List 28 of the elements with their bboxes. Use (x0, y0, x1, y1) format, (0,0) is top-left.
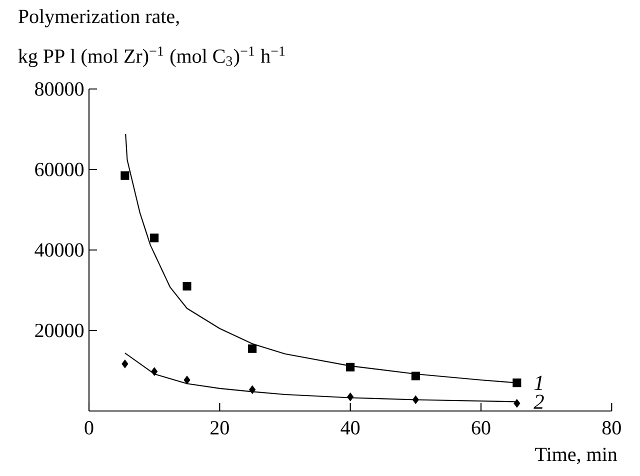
series-label: 2 (534, 394, 544, 409)
series-label: 1 (534, 376, 542, 390)
point (346, 362, 355, 372)
chart-title: Polymerization rate, (18, 9, 179, 28)
x-tick-label: 80 (602, 421, 621, 435)
y-tick-label: 60000 (35, 162, 84, 176)
point (347, 392, 354, 402)
x-tick-label: 40 (340, 421, 360, 435)
y-tick-label: 40000 (34, 243, 84, 257)
point (248, 344, 257, 353)
point (122, 360, 128, 368)
y-tick-label: 80000 (35, 82, 84, 96)
point (514, 399, 520, 408)
x-tick-label: 20 (210, 421, 229, 435)
point (120, 171, 130, 180)
y-axis-title: kg PP l (mol Zr)$^{−1}$ (mol C$_{3}$)$^{−1}$ h$^{−1}$ (18, 46, 285, 68)
point (184, 376, 190, 384)
x-tick-label: 0 (84, 421, 94, 435)
point (512, 378, 522, 388)
point (182, 282, 192, 290)
x-tick-label: 60 (472, 421, 490, 435)
point (249, 385, 256, 394)
y-tick-label: 20000 (35, 324, 84, 338)
point (151, 367, 158, 376)
x-axis-title: Time, min (535, 448, 618, 464)
point (412, 395, 419, 404)
point (150, 234, 159, 242)
point (411, 372, 420, 380)
